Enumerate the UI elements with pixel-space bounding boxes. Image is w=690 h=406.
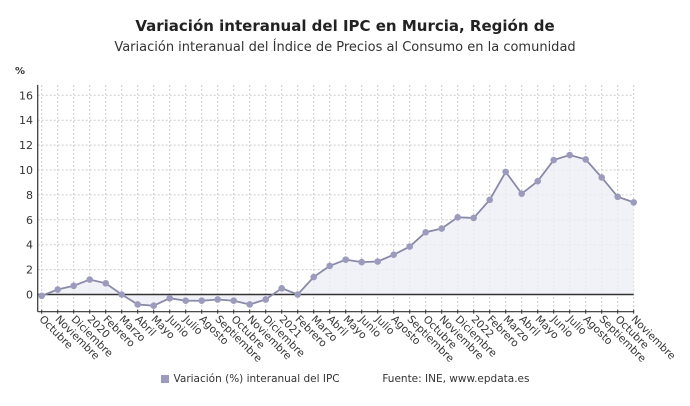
data-point	[342, 256, 350, 263]
y-tick-label: 14	[19, 114, 33, 127]
data-point	[406, 243, 414, 250]
data-point	[246, 301, 253, 308]
data-point	[182, 297, 189, 305]
data-point	[422, 228, 430, 236]
data-point	[390, 251, 398, 258]
legend-swatch	[160, 375, 169, 383]
data-point	[630, 199, 637, 206]
data-point	[166, 294, 173, 302]
y-tick-label: 16	[19, 89, 33, 102]
legend: Variación (%) interanual del IPC Fuente:…	[0, 373, 690, 385]
data-point	[118, 291, 125, 298]
y-tick-label: 8	[26, 189, 33, 202]
data-point	[38, 292, 45, 300]
data-point	[614, 193, 621, 201]
data-point	[134, 301, 141, 308]
y-tick-label: 0	[26, 289, 33, 302]
data-point	[310, 273, 318, 281]
data-point	[534, 177, 541, 185]
chart-subtitle: Variación interanual del Índice de Preci…	[114, 40, 576, 55]
data-point	[198, 297, 205, 305]
data-point	[262, 296, 270, 303]
chart-title: Variación interanual del IPC en Murcia, …	[135, 17, 555, 35]
data-point	[550, 156, 557, 164]
data-point	[326, 262, 334, 270]
data-point	[582, 156, 589, 163]
data-point	[150, 302, 157, 310]
legend-label: Variación (%) interanual del IPC	[173, 373, 340, 385]
data-point	[486, 196, 494, 204]
y-tick-label: 12	[19, 139, 33, 152]
data-point	[358, 258, 366, 266]
data-point	[294, 291, 302, 298]
data-point	[230, 297, 237, 305]
data-point	[278, 284, 286, 292]
data-point	[54, 286, 61, 293]
data-point	[566, 151, 573, 159]
series-area	[41, 155, 634, 306]
y-tick-label: 6	[26, 214, 33, 227]
data-point	[502, 168, 510, 176]
data-point	[102, 279, 109, 287]
data-point	[214, 296, 221, 303]
data-point	[470, 214, 478, 222]
data-point	[598, 174, 605, 181]
y-tick-label: 4	[26, 239, 33, 252]
data-point	[454, 214, 462, 221]
data-point	[374, 258, 382, 265]
y-tick-label: 2	[26, 264, 33, 277]
data-point	[438, 225, 446, 232]
y-tick-label: 10	[19, 164, 33, 177]
data-point	[70, 282, 77, 290]
data-point	[86, 276, 93, 283]
data-point	[518, 190, 525, 197]
source-note: Fuente: INE, www.epdata.es	[382, 373, 530, 385]
y-axis-label: %	[15, 66, 25, 77]
